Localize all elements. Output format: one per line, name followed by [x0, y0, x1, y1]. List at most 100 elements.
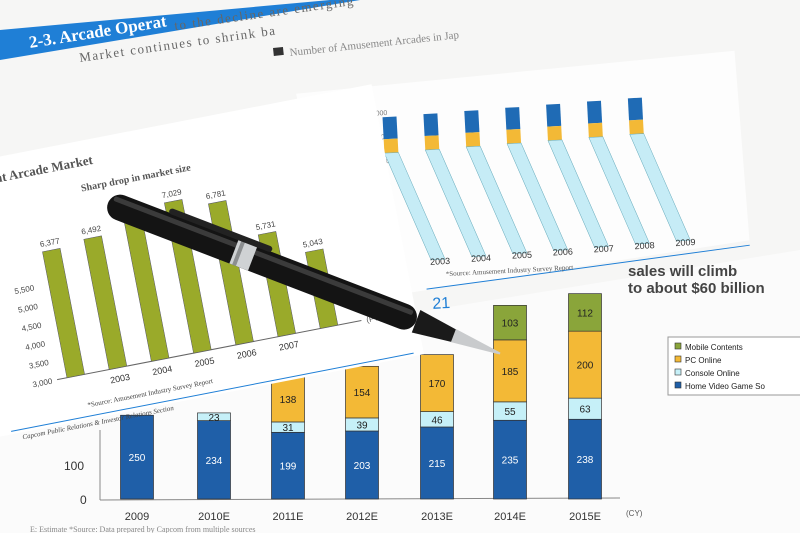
bar-label: 23 [208, 413, 220, 424]
right-bar-bottom [424, 149, 487, 257]
left-x-tick: 2003 [109, 372, 131, 386]
bar-label: 55 [504, 407, 516, 418]
bar-segment [568, 293, 602, 332]
left-y-tick: 4,000 [25, 339, 47, 352]
left-y-tick: 5,000 [17, 302, 39, 315]
bar-label: 112 [577, 308, 593, 319]
bar-label: 199 [280, 462, 297, 473]
legend-swatch [674, 355, 682, 363]
legend-item: PC Online [685, 356, 722, 365]
right-x-tick: 2008 [634, 240, 655, 251]
right-bar-middle [465, 132, 481, 147]
bar-label: 215 [429, 459, 446, 470]
headline-line2: to about $60 billion [628, 280, 765, 297]
page-number: 21 [432, 295, 451, 313]
bar-segment [493, 339, 527, 403]
bar-segment [420, 426, 454, 500]
right-bar-bottom [588, 136, 650, 245]
right-bar-top [505, 107, 521, 130]
right-bar-top [627, 97, 643, 121]
bar-segment [493, 305, 527, 341]
bar-segment [197, 412, 231, 421]
bar-label: 103 [502, 319, 519, 330]
x-tick: 2009 [125, 511, 149, 523]
right-bar-top [423, 113, 439, 137]
legend-item: Home Video Game So [685, 382, 765, 391]
bar-label: 235 [502, 456, 519, 467]
left-y-tick: 4,500 [21, 321, 43, 334]
bar-segment [420, 354, 454, 412]
x-tick: 2014E [494, 511, 526, 523]
legend-item: Mobile Contents [685, 343, 743, 352]
left-bar-label: 6,781 [205, 188, 227, 201]
headline-line1: sales will climb [628, 263, 737, 280]
right-bar-middle [383, 138, 399, 154]
left-bar-label: 7,029 [161, 187, 183, 200]
left-bar-label: 5,731 [255, 219, 277, 232]
y-tick: 100 [64, 459, 84, 473]
bar-label: 46 [431, 415, 443, 426]
bar-label: 170 [429, 379, 446, 390]
x-unit: (CY) [626, 509, 643, 518]
legend-item: Console Online [685, 369, 740, 378]
pen [107, 194, 501, 355]
right-bar-bottom [629, 133, 691, 242]
bar-label: 39 [356, 420, 368, 431]
left-y-tick: 3,000 [32, 377, 54, 390]
x-tick: 2012E [346, 511, 378, 523]
bar-label: 154 [354, 388, 371, 399]
left-bar [83, 235, 128, 370]
bar-label: 185 [502, 367, 519, 378]
right-bar-bottom [506, 142, 569, 251]
right-bar-top [382, 116, 398, 140]
bar-label: 238 [577, 455, 594, 466]
left-x-tick: 2006 [236, 347, 258, 361]
legend-swatch [674, 368, 682, 376]
right-stacked-bars: 2003 2004 2005 2006 2007 2008 2009 [382, 97, 696, 267]
right-x-tick: 2005 [512, 250, 533, 261]
right-x-tick: 2003 [430, 256, 451, 267]
y-tick: 0 [80, 493, 87, 507]
legend-swatch [273, 46, 284, 56]
right-x-tick: 2007 [593, 243, 614, 254]
legend-swatch [674, 381, 682, 389]
bar-segment [120, 414, 154, 500]
bar-segment [345, 365, 379, 419]
right-bar-middle [547, 125, 562, 141]
x-tick: 2010E [198, 511, 230, 523]
right-bar-bottom [547, 139, 609, 248]
left-x-tick: 2004 [151, 364, 173, 378]
source-note: E: Estimate *Source: Data prepared by Ca… [30, 525, 256, 533]
right-x-tick: 2006 [553, 246, 574, 257]
right-x-tick: 2004 [471, 253, 492, 264]
bar-label: 200 [577, 361, 594, 372]
left-y-tick: 5,500 [14, 283, 36, 296]
right-bar-middle [588, 122, 603, 138]
bar-label: 63 [579, 405, 591, 416]
bottom-sheet: sales will climb to about $60 billion 0 … [0, 250, 800, 533]
bar-segment [493, 419, 527, 500]
x-tick: 2015E [569, 511, 601, 523]
right-bar-top [464, 110, 480, 133]
bar-label: 250 [129, 453, 146, 464]
left-bar-label: 5,043 [302, 237, 324, 250]
bar-label: 203 [354, 461, 371, 472]
right-bar-middle [629, 119, 644, 135]
bar-segment [271, 375, 305, 423]
right-bar-bottom [384, 152, 446, 261]
left-x-tick: 2007 [278, 339, 300, 353]
right-x-tick: 2009 [675, 237, 696, 248]
bar-segment [345, 430, 379, 500]
right-bar-top [586, 100, 603, 124]
legend-swatch [674, 342, 682, 350]
right-bar-middle [506, 129, 522, 144]
section-title-bar [0, 0, 360, 60]
bar-label: 31 [282, 423, 294, 434]
left-x-tick: 2005 [194, 355, 216, 369]
bar-label: 138 [280, 395, 297, 406]
bar-segment [568, 418, 602, 500]
left-bar [42, 248, 85, 379]
left-bar-label: 6,492 [81, 224, 103, 237]
